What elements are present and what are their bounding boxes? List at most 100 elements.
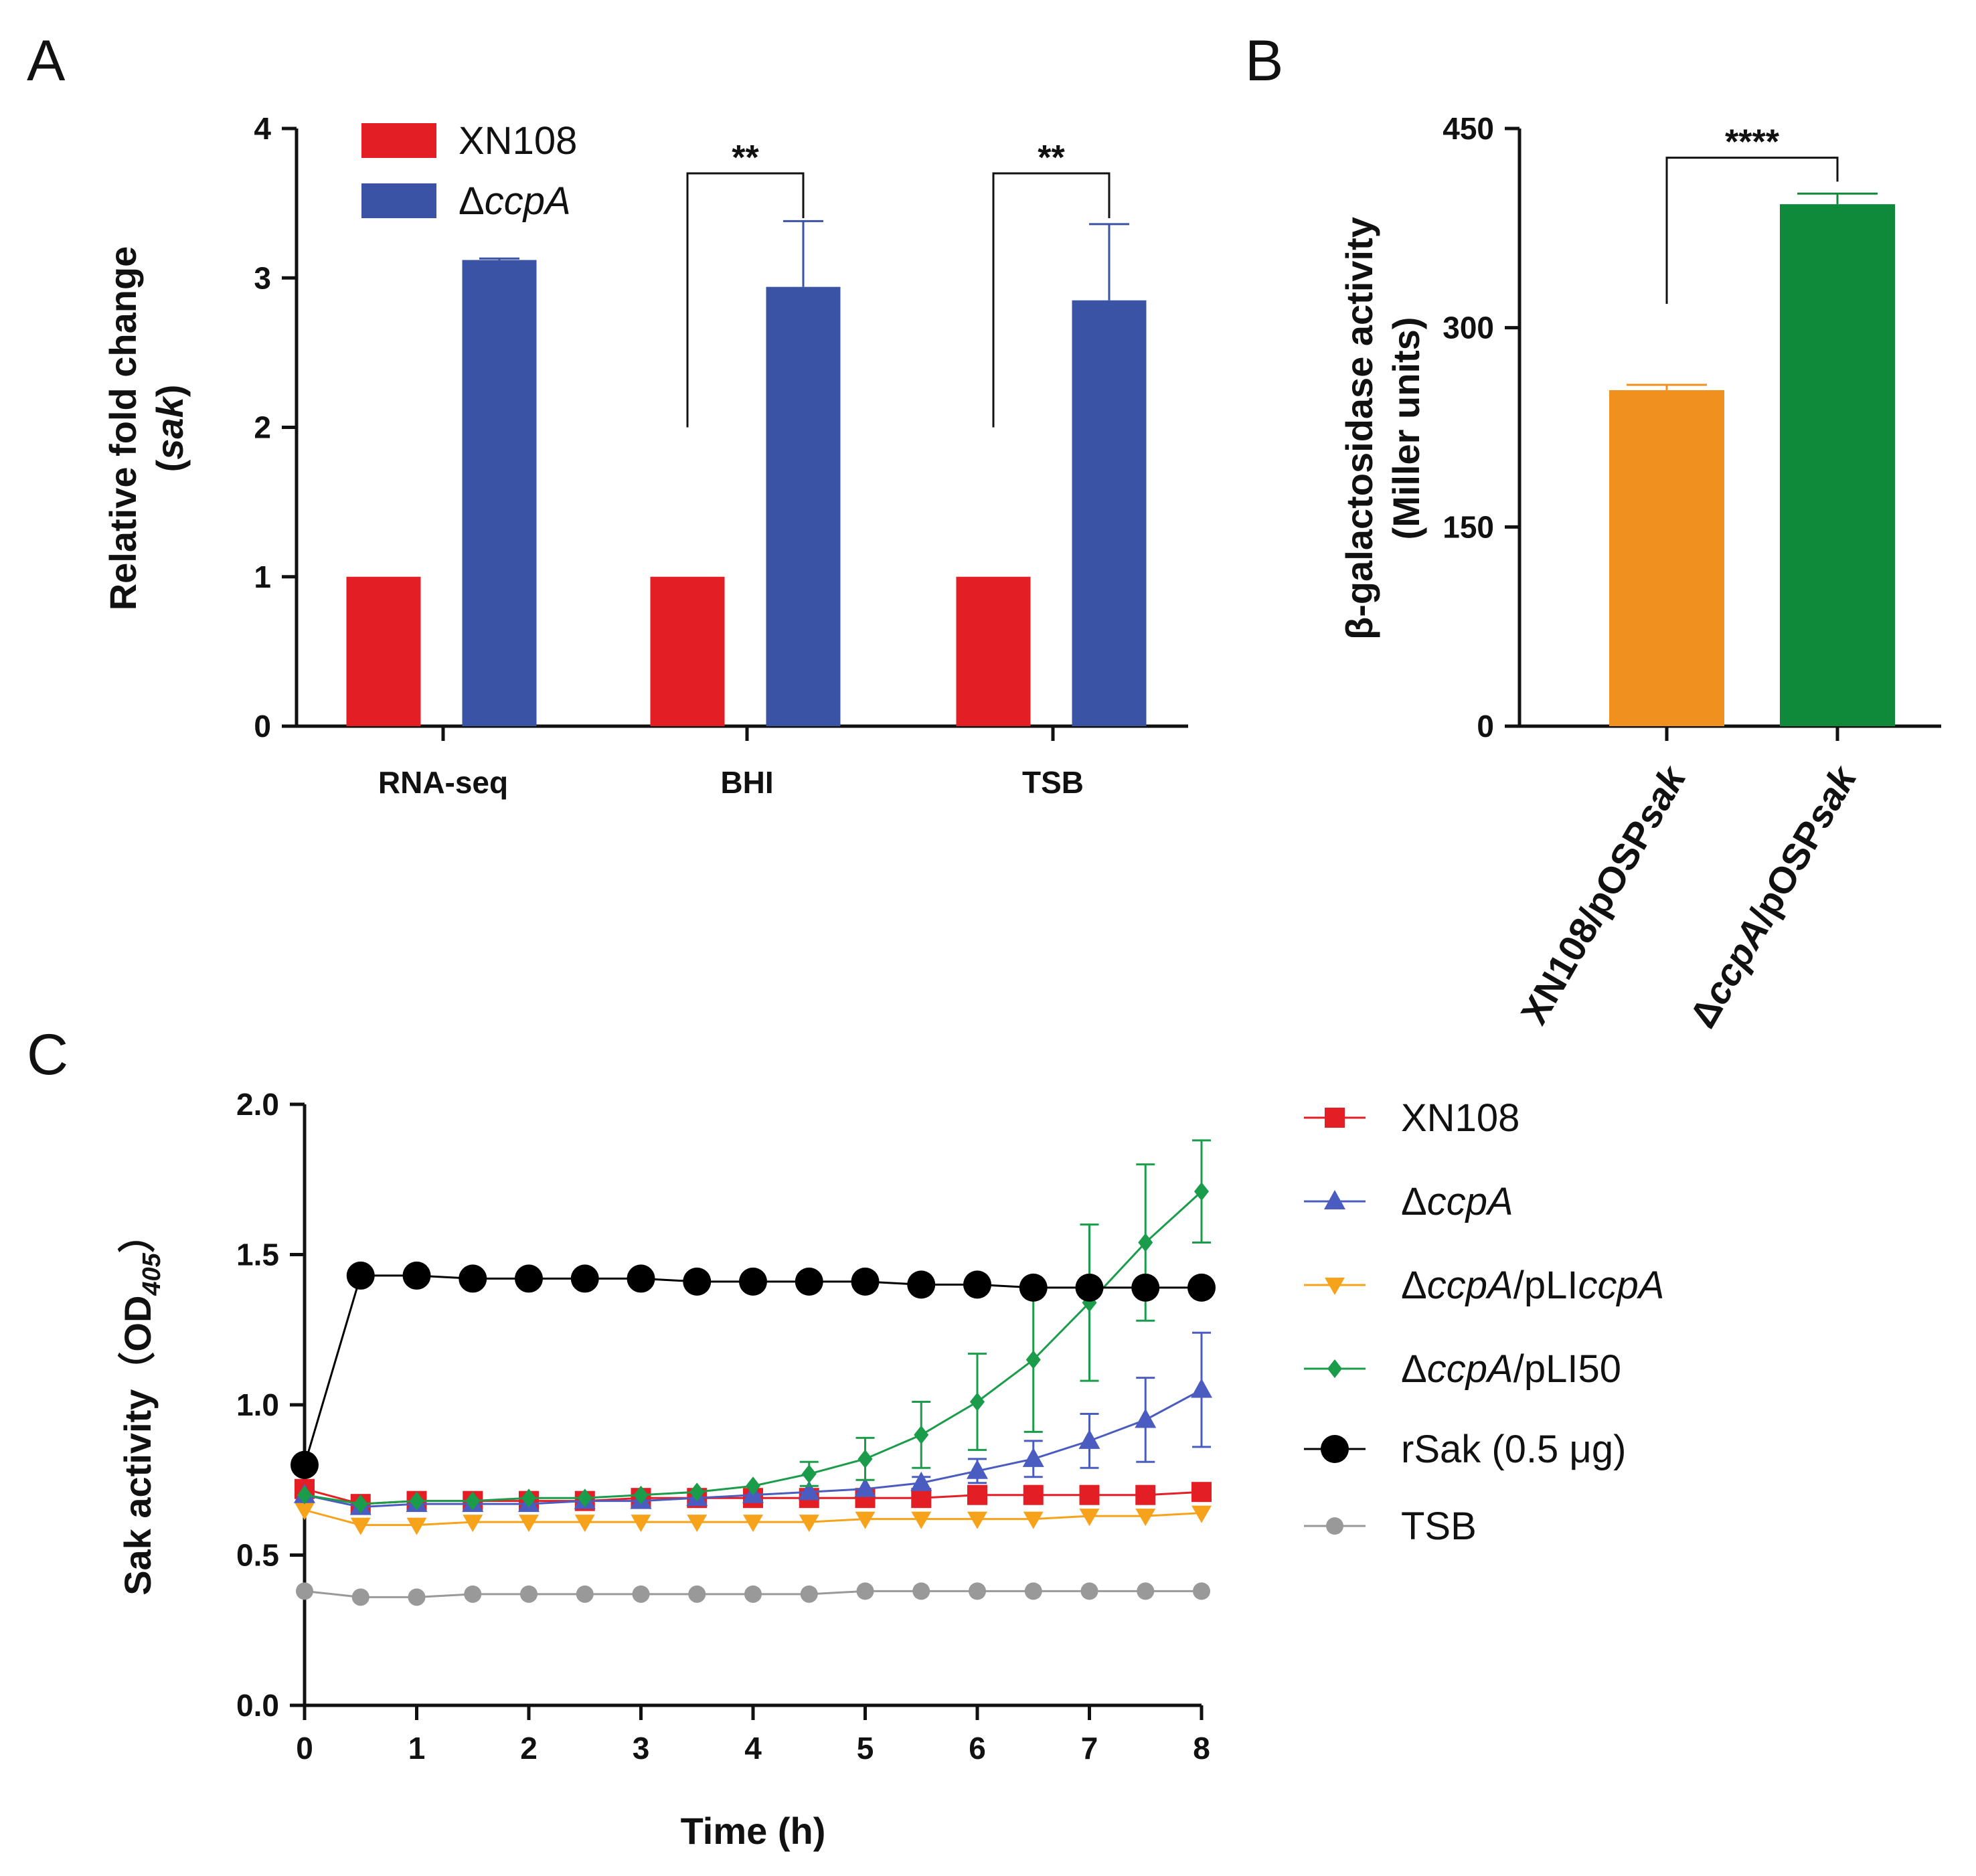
data-point	[464, 1585, 482, 1603]
data-point	[519, 1515, 539, 1533]
x-tick-label: 1	[408, 1731, 426, 1766]
legend-swatch	[361, 123, 436, 158]
data-point	[963, 1270, 991, 1299]
data-point	[1191, 1482, 1212, 1503]
legend-marker	[1324, 1190, 1345, 1209]
y-axis-label: Relative fold change (sak)	[102, 246, 191, 611]
y-axis-label-line2: (Miller units)	[1385, 317, 1427, 540]
data-point	[744, 1585, 762, 1603]
data-point	[574, 1515, 595, 1533]
data-point	[353, 1495, 368, 1514]
significance-bracket	[1665, 157, 1839, 304]
x-tick-label-plain: /pOSP	[1740, 813, 1833, 932]
y-tick-label: 0	[254, 709, 271, 744]
x-tick-label: 8	[1193, 1731, 1210, 1766]
y-tick-label: 0	[1477, 709, 1494, 744]
y-tick-label: 2	[254, 410, 271, 445]
y-tick-label: 1.5	[236, 1238, 279, 1272]
legend-marker	[1327, 1359, 1342, 1378]
data-point	[795, 1267, 823, 1296]
data-point	[570, 1264, 599, 1293]
bar	[1072, 300, 1147, 726]
y-tick-label: 450	[1443, 111, 1494, 146]
y-tick-label: 4	[254, 111, 271, 146]
x-tick-label: 3	[633, 1731, 650, 1766]
legend-label: ΔccpA	[1401, 1180, 1513, 1223]
y-axis-label-line1: Relative fold change	[102, 246, 144, 611]
x-tick-label: BHI	[720, 765, 773, 800]
data-point	[743, 1515, 763, 1533]
bar	[766, 286, 841, 726]
data-point	[1191, 1378, 1212, 1398]
data-point	[1191, 1505, 1212, 1523]
legend-label-prefix: Δ	[1401, 1180, 1427, 1223]
legend-label: ΔccpA/pLI50	[1401, 1347, 1621, 1391]
data-point	[1137, 1582, 1155, 1600]
data-point	[914, 1425, 929, 1444]
x-tick-label: 2	[520, 1731, 538, 1766]
y-axis-label-line2-italic: sak	[149, 395, 191, 459]
data-point	[1131, 1273, 1160, 1302]
significance-label: ****	[1725, 123, 1780, 162]
data-point	[406, 1517, 427, 1535]
data-point	[801, 1464, 817, 1484]
legend-label-italic: ccpA	[1427, 1264, 1513, 1307]
data-point	[1138, 1233, 1153, 1252]
legend-label-plain: rSak (0.5 μg)	[1401, 1428, 1626, 1471]
y-tick-label: 0.5	[236, 1538, 279, 1573]
data-point	[295, 1503, 315, 1521]
series-line	[304, 1191, 1203, 1505]
y-tick-label: 300	[1443, 311, 1494, 345]
bar	[956, 576, 1031, 726]
legend-label-plain: XN108	[1401, 1096, 1519, 1140]
data-point	[912, 1582, 930, 1600]
data-point	[855, 1511, 876, 1529]
legend-label: ΔccpA/pLIccpA	[1401, 1264, 1664, 1307]
bar	[650, 576, 725, 726]
data-point	[631, 1515, 651, 1533]
data-point	[911, 1488, 932, 1509]
data-point	[857, 1449, 873, 1468]
data-point	[967, 1511, 987, 1529]
y-axis-label-line2-open: (	[149, 459, 191, 472]
data-point	[297, 1485, 312, 1505]
legend-label-italic: ccpA	[485, 179, 571, 223]
x-tick-label: RNA-seq	[378, 765, 508, 800]
legend-label: TSB	[1401, 1505, 1477, 1548]
legend-label-plain: /pLI	[1513, 1264, 1578, 1307]
data-point	[408, 1588, 426, 1606]
legend-marker	[1325, 1108, 1345, 1128]
data-point	[296, 1582, 313, 1600]
y-tick-label: 3	[254, 260, 271, 295]
data-point	[911, 1511, 932, 1529]
x-tick-label: 7	[1081, 1731, 1098, 1766]
x-tick-label-plain: XN108/pOSP	[1512, 813, 1662, 1031]
legend-swatch	[361, 183, 436, 218]
data-point	[1135, 1484, 1156, 1505]
y-axis-label-open: （OD	[116, 1296, 159, 1389]
data-point	[346, 1261, 375, 1290]
y-axis-label-line1: β-galactosidase activity	[1338, 217, 1380, 640]
bar	[462, 260, 537, 727]
data-point	[1194, 1182, 1209, 1201]
y-tick-label: 0.0	[236, 1688, 279, 1723]
y-axis-label-close: ）	[116, 1215, 159, 1253]
legend-marker	[1326, 1517, 1343, 1535]
data-point	[577, 1488, 592, 1508]
legend-marker	[1321, 1435, 1349, 1463]
significance-label: **	[732, 139, 759, 177]
data-point	[627, 1264, 655, 1293]
data-point	[746, 1476, 760, 1496]
data-point	[465, 1491, 481, 1511]
legend-label: XN108	[1401, 1096, 1519, 1140]
data-point	[687, 1515, 708, 1533]
y-axis-label-main: Sak activity	[116, 1389, 159, 1596]
data-point	[1022, 1447, 1044, 1467]
data-point	[1080, 1582, 1098, 1600]
data-point	[351, 1588, 369, 1606]
y-tick-label: 150	[1443, 509, 1494, 544]
data-point	[515, 1264, 543, 1293]
legend-label-italic: ccpA	[1427, 1347, 1513, 1391]
series-line	[303, 1274, 1202, 1466]
